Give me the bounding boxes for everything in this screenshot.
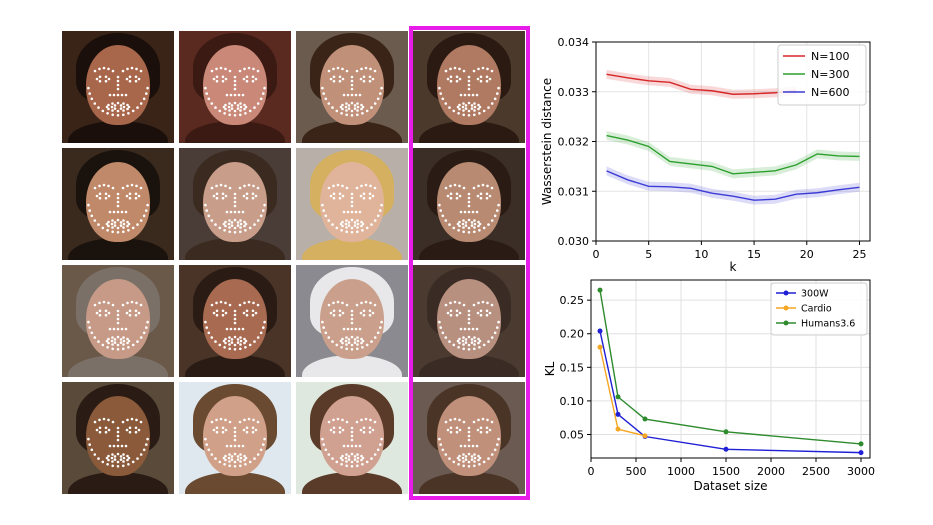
x-tick-label: 20 <box>800 248 814 261</box>
face-photo <box>296 382 408 494</box>
y-tick-label: 0.030 <box>558 235 590 248</box>
y-tick-label: 0.033 <box>558 86 590 99</box>
face-photo <box>296 31 408 143</box>
face-photo <box>179 31 291 143</box>
x-tick-label: 2500 <box>802 465 830 478</box>
face-landmark-grid <box>62 31 525 494</box>
legend: N=100 N=300 N=600 <box>777 44 867 106</box>
kl-chart: 0 500 1000 1500 2000 2500 3000 0.05 0.10 0.15 0.20… <box>543 279 875 493</box>
data-point <box>615 394 621 400</box>
y-axis-label: KL <box>543 361 557 376</box>
legend: 300W Cardio Humans3.6 <box>770 282 868 336</box>
series-line <box>606 134 860 175</box>
legend-box <box>770 282 868 336</box>
legend-label: N=100 <box>811 50 849 63</box>
landmark-dots <box>87 66 149 117</box>
landmark-dots <box>438 417 500 468</box>
plot-frame <box>595 41 871 242</box>
data-point <box>597 344 603 350</box>
data-point <box>597 287 603 293</box>
landmark-dots <box>204 300 266 351</box>
y-tick-label: 0.10 <box>560 395 585 408</box>
legend-label: Humans3.6 <box>801 319 855 330</box>
face-photo <box>62 148 174 260</box>
face-photo <box>413 265 525 377</box>
x-tick-label: 10 <box>694 248 708 261</box>
x-tick-label: 0 <box>593 248 600 261</box>
y-axis-label: Wasserstein distance <box>540 78 554 205</box>
y-tick-label: 0.25 <box>560 294 585 307</box>
face-photo <box>179 382 291 494</box>
face-photo <box>179 148 291 260</box>
confidence-band <box>606 131 860 179</box>
face-photo <box>413 31 525 143</box>
series-line <box>606 170 860 201</box>
legend-marker <box>783 290 789 296</box>
face-photo <box>413 148 525 260</box>
face-photo <box>296 148 408 260</box>
y-tick-label: 0.031 <box>558 185 590 198</box>
legend-label: N=600 <box>811 86 849 99</box>
landmark-dots <box>438 66 500 117</box>
legend-marker <box>783 320 789 326</box>
x-tick-label: 2000 <box>757 465 785 478</box>
data-point <box>615 426 621 432</box>
legend-label: Cardio <box>801 304 832 315</box>
legend-marker <box>783 305 789 311</box>
y-tick-label: 0.034 <box>558 36 590 49</box>
x-tick-label: 1000 <box>667 465 695 478</box>
data-point <box>858 450 864 456</box>
y-tick-label: 0.15 <box>560 361 585 374</box>
face-photo <box>62 31 174 143</box>
face-photo <box>62 265 174 377</box>
data-point <box>597 328 603 334</box>
data-point <box>642 433 648 439</box>
plot-frame <box>590 279 871 459</box>
legend-label: 300W <box>801 289 829 300</box>
face-photo <box>413 382 525 494</box>
landmark-dots <box>321 417 383 468</box>
x-tick-label: 1500 <box>712 465 740 478</box>
y-tick-label: 0.05 <box>560 428 585 441</box>
data-point <box>723 429 729 435</box>
data-point <box>615 411 621 417</box>
x-tick-label: 3000 <box>847 465 875 478</box>
data-point <box>723 446 729 452</box>
legend-label: N=300 <box>811 68 849 81</box>
confidence-band <box>606 166 860 205</box>
y-tick-label: 0.20 <box>560 328 585 341</box>
landmark-dots <box>87 300 149 351</box>
x-axis-label: k <box>730 260 737 274</box>
landmark-dots <box>438 183 500 234</box>
x-axis-label: Dataset size <box>693 479 767 493</box>
landmark-dots <box>321 183 383 234</box>
confidence-band <box>606 69 797 99</box>
x-tick-label: 500 <box>626 465 647 478</box>
face-photo <box>179 265 291 377</box>
data-point <box>858 441 864 447</box>
x-tick-label: 5 <box>645 248 652 261</box>
landmark-dots <box>204 183 266 234</box>
x-tick-label: 15 <box>747 248 761 261</box>
landmark-dots <box>87 183 149 234</box>
highlighted-generated-column <box>409 26 530 500</box>
x-tick-label: 0 <box>588 465 595 478</box>
landmark-dots <box>321 66 383 117</box>
landmark-dots <box>204 417 266 468</box>
face-photo <box>62 382 174 494</box>
series-line <box>606 73 797 95</box>
wasserstein-chart: 0 5 10 15 20 25 0.030 0.031 0.032 0.033 0.034 k Wass… <box>540 36 871 274</box>
data-point <box>642 416 648 422</box>
legend-box <box>777 44 867 106</box>
landmark-dots <box>321 300 383 351</box>
landmark-dots <box>438 300 500 351</box>
face-photo <box>296 265 408 377</box>
y-tick-label: 0.032 <box>558 136 590 149</box>
landmark-dots <box>87 417 149 468</box>
x-tick-label: 25 <box>852 248 866 261</box>
landmark-dots <box>204 66 266 117</box>
